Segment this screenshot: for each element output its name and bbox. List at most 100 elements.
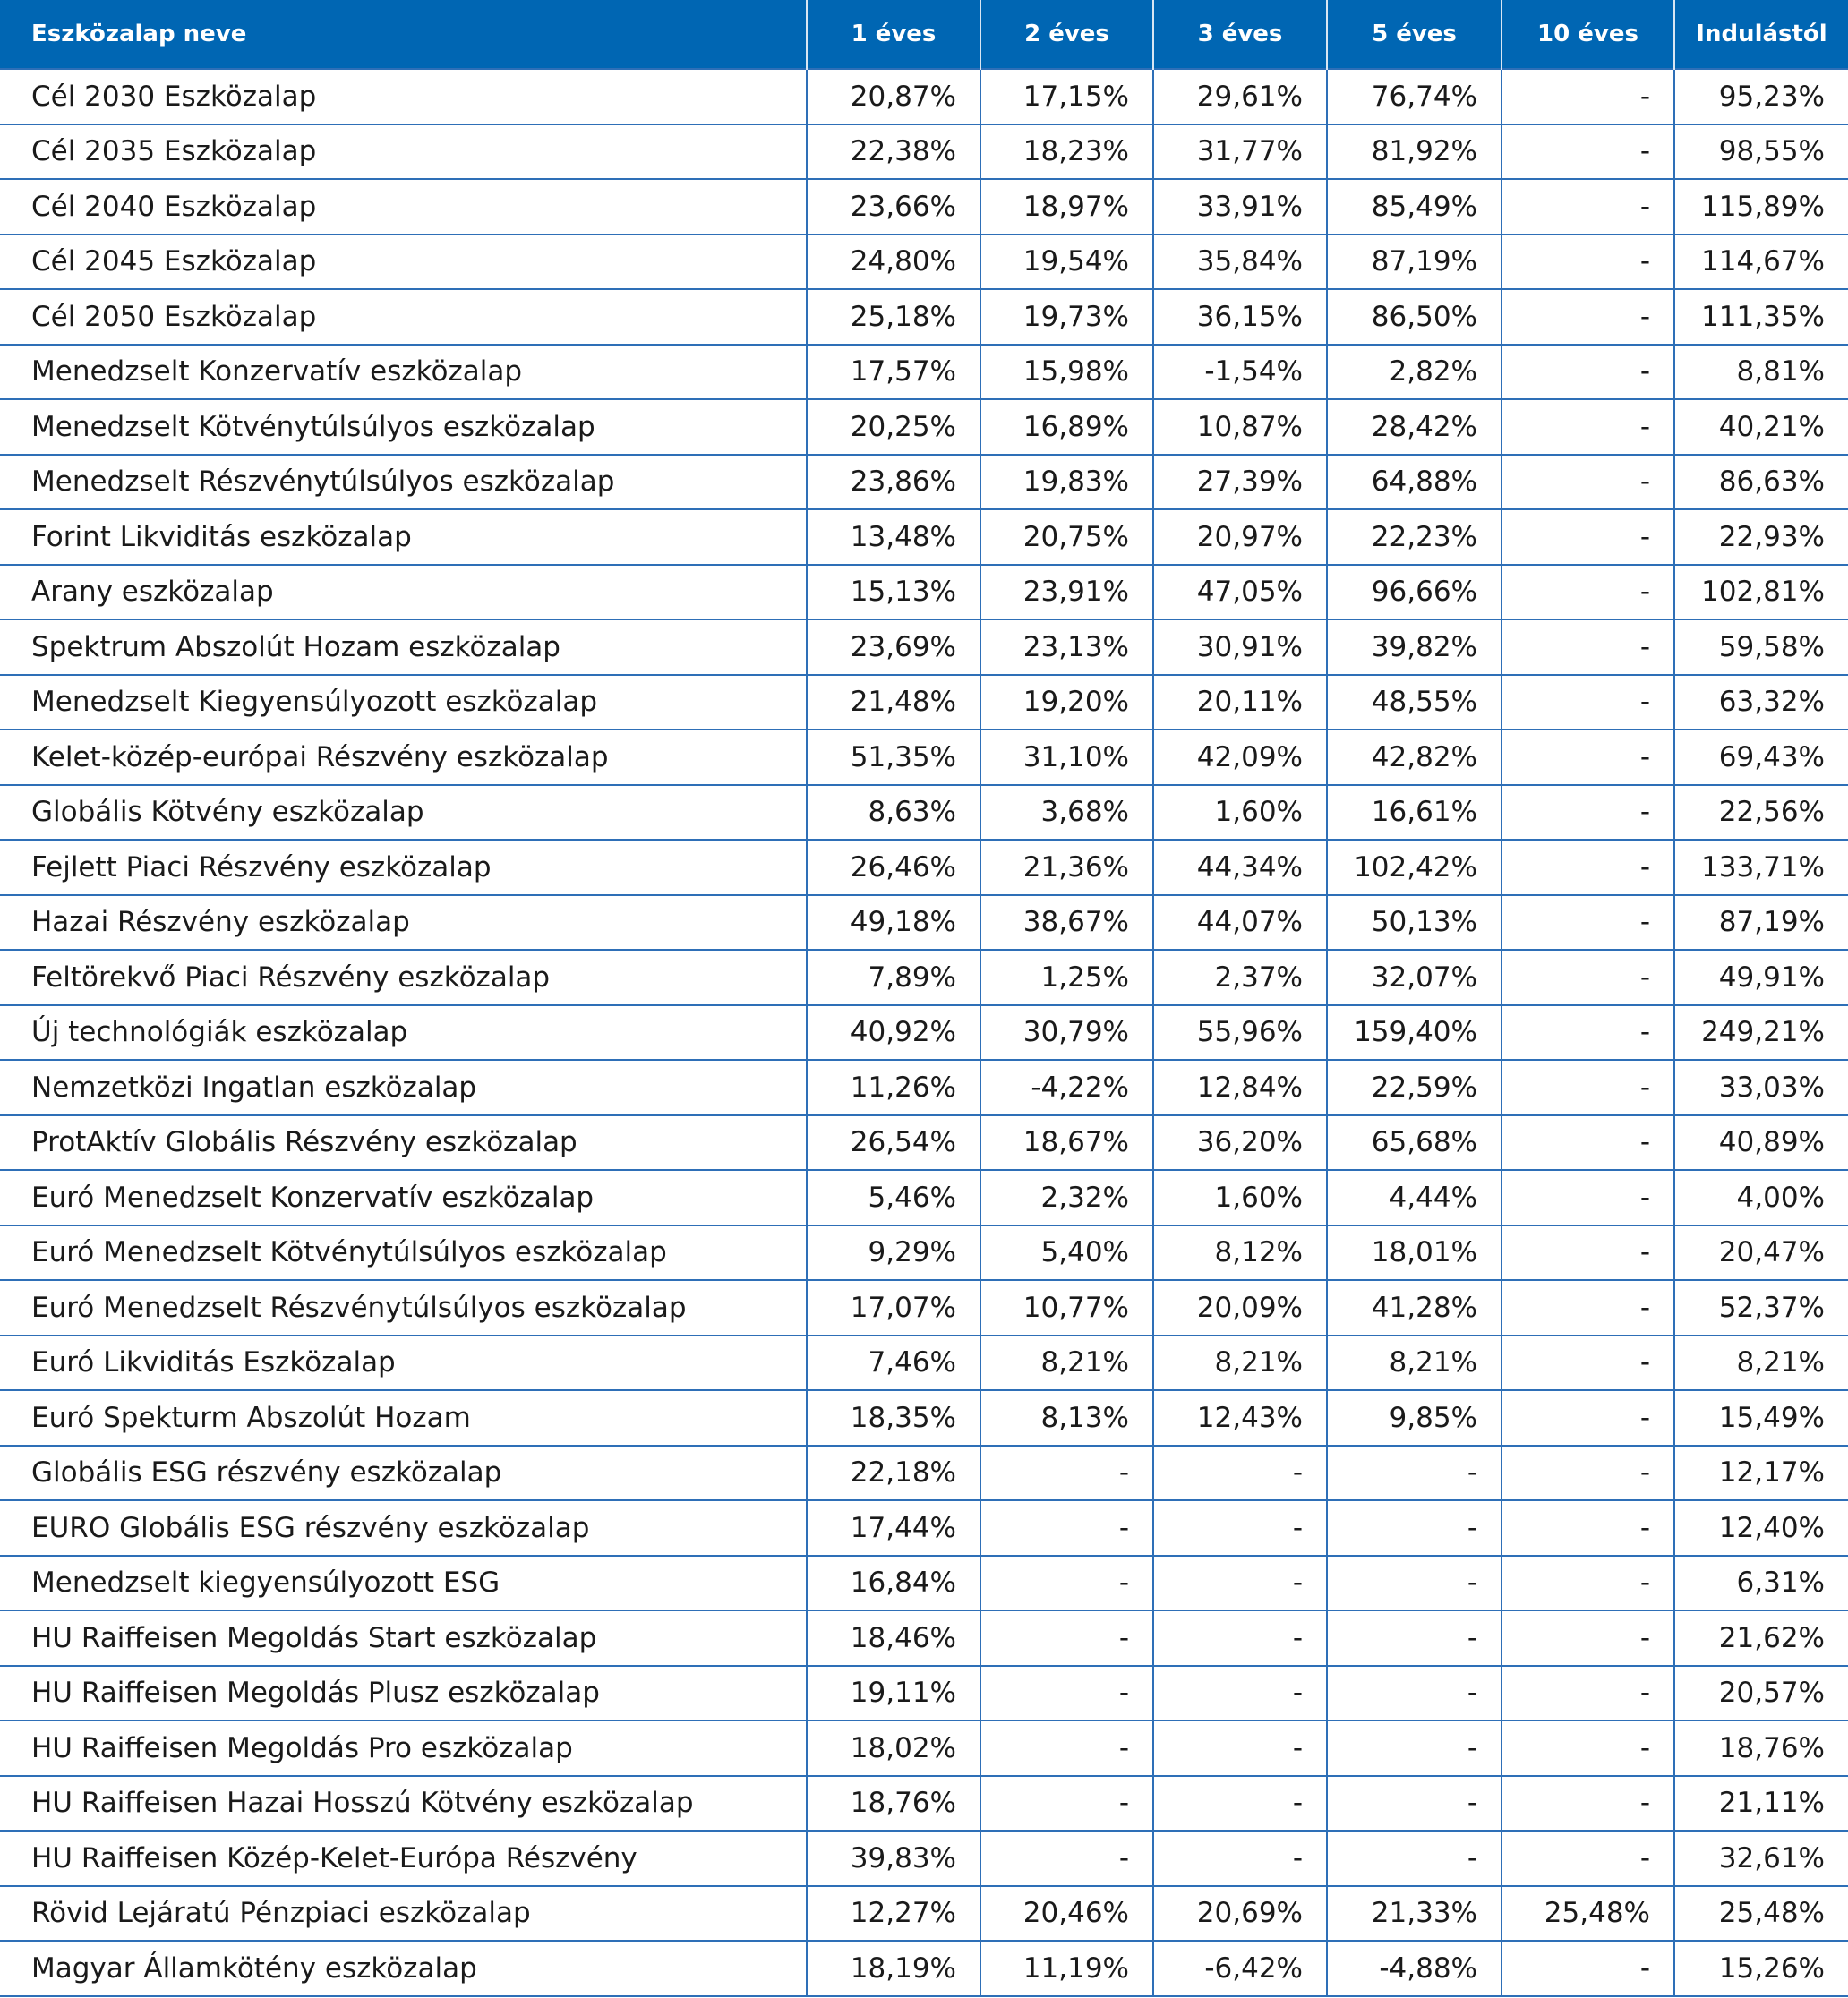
return-cell: 13,48% [806,508,981,566]
fund-name: EURO Globális ESG részvény eszközalap [0,1499,808,1557]
return-cell: -1,54% [1152,343,1328,400]
fund-name: Cél 2040 Eszközalap [0,178,808,235]
table-row: Cél 2030 Eszközalap 20,87% 17,15% 29,61% 76,… [0,68,1848,125]
return-cell: - [980,1664,1154,1721]
return-cell: 10,77% [980,1279,1154,1336]
return-cell: 29,61% [1152,68,1328,125]
return-cell: 18,76% [1673,1720,1848,1777]
return-cell: 16,89% [980,398,1154,456]
return-cell: 86,63% [1673,453,1848,510]
fund-name: HU Raiffeisen Közép-Kelet-Európa Részvén… [0,1830,808,1887]
return-cell: 5,46% [806,1169,981,1226]
return-cell: 22,38% [806,123,981,180]
return-cell: 12,43% [1152,1389,1328,1447]
return-cell: 49,18% [806,893,981,951]
fund-name: Magyar Államkötény eszközalap [0,1940,808,1997]
return-cell: 8,21% [1326,1334,1502,1391]
return-cell: 31,77% [1152,123,1328,180]
table-row: Cél 2035 Eszközalap 22,38% 18,23% 31,77% 81,… [0,123,1848,180]
fund-name: Cél 2045 Eszközalap [0,233,808,290]
return-cell: 15,13% [806,563,981,620]
return-cell: 8,21% [1673,1334,1848,1391]
return-cell: 111,35% [1673,288,1848,346]
table-row: Cél 2045 Eszközalap 24,80% 19,54% 35,84% 87,… [0,233,1848,290]
column-header: 1 éves [806,0,980,69]
fund-name: Forint Likviditás eszközalap [0,508,808,566]
return-cell: 27,39% [1152,453,1328,510]
return-cell: 18,02% [806,1720,981,1777]
return-cell: 42,09% [1152,729,1328,786]
return-cell: 17,44% [806,1499,981,1557]
return-cell: 19,54% [980,233,1154,290]
return-cell: 40,89% [1673,1114,1848,1171]
return-cell: - [1152,1554,1328,1611]
return-cell: 31,10% [980,729,1154,786]
return-cell: - [1326,1554,1502,1611]
return-cell: 64,88% [1326,453,1502,510]
return-cell: - [1152,1664,1328,1721]
table-row: Euró Likviditás Eszközalap 7,46% 8,21% 8,21… [0,1334,1848,1391]
table-row: Fejlett Piaci Részvény eszközalap 26,46% 2… [0,839,1848,896]
return-cell: 55,96% [1152,1003,1328,1061]
return-cell: 35,84% [1152,233,1328,290]
table-row: Nemzetközi Ingatlan eszközalap 11,26% -4,2… [0,1059,1848,1116]
fund-name: Új technológiák eszközalap [0,1003,808,1061]
fund-name: Spektrum Abszolút Hozam eszközalap [0,619,808,676]
return-cell: 30,79% [980,1003,1154,1061]
header-row: Eszközalap neve 1 éves 2 éves 3 éves 5 éves 1… [0,0,1848,69]
table-row: Menedzselt Részvénytúlsúlyos eszközalap 2… [0,453,1848,510]
return-cell: 2,37% [1152,949,1328,1006]
return-cell: - [1501,619,1675,676]
table-row: Cél 2050 Eszközalap 25,18% 19,73% 36,15% 86,… [0,288,1848,346]
return-cell: - [1501,783,1675,841]
return-cell: 8,12% [1152,1224,1328,1281]
return-cell: 39,83% [806,1830,981,1887]
return-cell: 19,73% [980,288,1154,346]
column-header: 3 éves [1152,0,1327,69]
return-cell: - [1326,1774,1502,1832]
table-row: Euró Menedzselt Részvénytúlsúlyos eszköz… [0,1279,1848,1336]
table-row: HU Raiffeisen Közép-Kelet-Európa Részvén… [0,1830,1848,1887]
fund-name: Menedzselt Kötvénytúlsúlyos eszközalap [0,398,808,456]
fund-name: HU Raiffeisen Megoldás Start eszközalap [0,1610,808,1667]
return-cell: 102,42% [1326,839,1502,896]
return-cell: 18,97% [980,178,1154,235]
return-cell: - [1152,1774,1328,1832]
return-cell: 39,82% [1326,619,1502,676]
return-cell: 8,81% [1673,343,1848,400]
return-cell: 17,57% [806,343,981,400]
return-cell: - [1501,233,1675,290]
return-cell: - [980,1774,1154,1832]
return-cell: 20,87% [806,68,981,125]
return-cell: 2,32% [980,1169,1154,1226]
return-cell: 11,26% [806,1059,981,1116]
return-cell: 76,74% [1326,68,1502,125]
return-cell: 15,98% [980,343,1154,400]
return-cell: 4,44% [1326,1169,1502,1226]
return-cell: 102,81% [1673,563,1848,620]
return-cell: - [1501,1334,1675,1391]
table-row: Hazai Részvény eszközalap 49,18% 38,67% 44,… [0,893,1848,951]
fund-name: Cél 2030 Eszközalap [0,68,808,125]
return-cell: - [1501,288,1675,346]
return-cell: 51,35% [806,729,981,786]
table-row: ProtAktív Globális Részvény eszközalap 26… [0,1114,1848,1171]
table-row: Rövid Lejáratú Pénzpiaci eszközalap 12,27… [0,1884,1848,1942]
return-cell: - [1326,1664,1502,1721]
return-cell: 115,89% [1673,178,1848,235]
return-cell: 50,13% [1326,893,1502,951]
fund-name: Kelet-közép-európai Részvény eszközalap [0,729,808,786]
return-cell: - [1152,1830,1328,1887]
return-cell: 33,03% [1673,1059,1848,1116]
return-cell: - [1501,343,1675,400]
return-cell: 36,20% [1152,1114,1328,1171]
fund-name: ProtAktív Globális Részvény eszközalap [0,1114,808,1171]
fund-name: Cél 2035 Eszközalap [0,123,808,180]
return-cell: 159,40% [1326,1003,1502,1061]
return-cell: 32,61% [1673,1830,1848,1887]
return-cell: - [1501,673,1675,730]
return-cell: 23,69% [806,619,981,676]
return-cell: 52,37% [1673,1279,1848,1336]
table-row: Euró Menedzselt Konzervatív eszközalap 5,… [0,1169,1848,1226]
return-cell: - [1501,1169,1675,1226]
